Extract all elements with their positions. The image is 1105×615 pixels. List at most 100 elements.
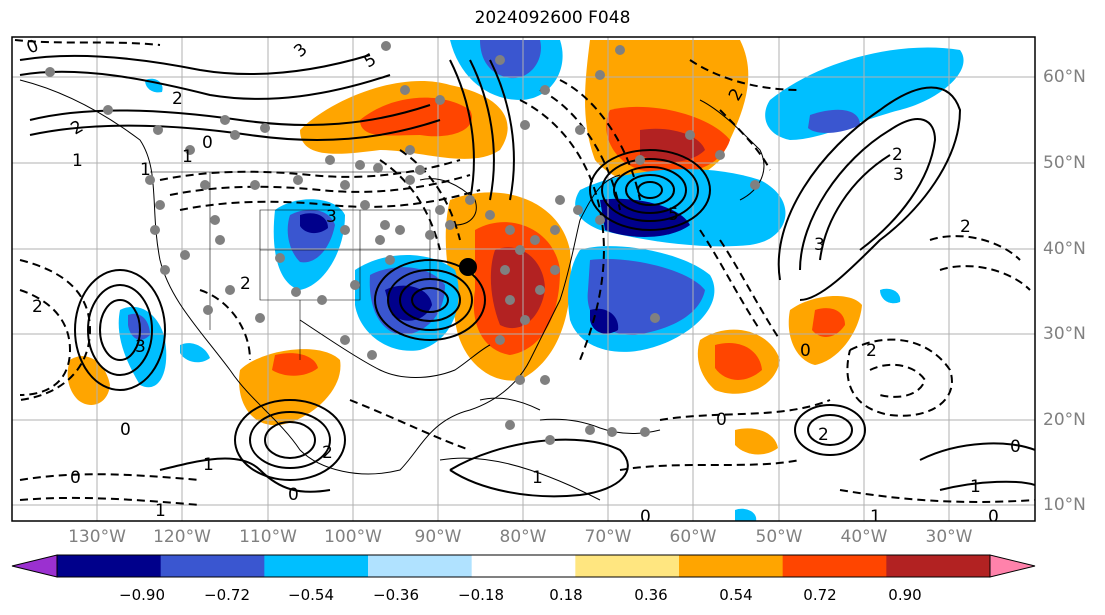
contour-label: 2	[866, 341, 877, 361]
lon-label: 40°W	[840, 527, 888, 547]
colorbar-tick-label: −0.54	[288, 586, 334, 604]
contour-label: 5	[361, 50, 380, 73]
colorbar-cell	[471, 555, 576, 577]
contour-label: 3	[893, 165, 904, 185]
colorbar-tick-label: 0.54	[719, 586, 753, 604]
colorbar-tick-label: 0.18	[549, 586, 583, 604]
cyan-field	[180, 343, 210, 363]
lat-label: 50°N	[1043, 153, 1086, 173]
colorbar-cell	[57, 555, 162, 577]
map-area: 0 2 3 5 2 1 0 1 3 2 5 1 2 3 0 2 2 3 2 1 …	[12, 36, 1035, 527]
station-dots	[45, 41, 760, 445]
contour-label: 2	[240, 274, 251, 294]
map-frame	[11, 36, 1036, 522]
blue-field	[480, 40, 541, 79]
colorbar-tick-label: −0.36	[373, 586, 419, 604]
cyan-field	[735, 508, 757, 521]
coastlines	[19, 79, 765, 501]
contour-label: 2	[960, 217, 971, 237]
colorbar-frame	[56, 554, 991, 578]
colorbar-cells	[57, 555, 991, 577]
lat-label: 10°N	[1043, 495, 1086, 515]
contour-label: 3	[290, 40, 311, 62]
contour-label: 3	[135, 337, 146, 357]
contour-label: 0	[800, 341, 811, 361]
colorbar-tick-label: −0.90	[119, 586, 165, 604]
graticule	[12, 37, 1035, 521]
contour-label: 5	[668, 205, 679, 225]
lat-label: 20°N	[1043, 410, 1086, 430]
contour-label: 0	[1010, 437, 1021, 457]
contour-label: 0	[716, 410, 727, 430]
colorbar-tick-label: −0.72	[204, 586, 250, 604]
red-field	[272, 353, 318, 376]
lon-label: 60°W	[669, 527, 717, 547]
map-title: 2024092600 F048	[474, 8, 631, 28]
colorbar-cell	[575, 555, 680, 577]
colorbar-tick-label: −0.18	[458, 586, 504, 604]
lon-label: 80°W	[499, 527, 547, 547]
colorbar-cell	[368, 555, 473, 577]
contour-label: 2	[818, 425, 829, 445]
contour-label: 0	[24, 36, 42, 59]
navy-field	[300, 213, 328, 234]
lon-label: 120°W	[153, 527, 211, 547]
colorbar-extend-right	[989, 554, 1036, 578]
lon-label: 90°W	[414, 527, 462, 547]
navy-field	[385, 285, 432, 321]
contour-label: 0	[988, 507, 999, 527]
colorbar-cell	[679, 555, 784, 577]
navy-field	[590, 308, 619, 334]
cyan-field	[880, 288, 901, 304]
contour-label: 0	[288, 485, 299, 505]
contour-label: 0	[640, 507, 651, 527]
colorbar-tick-label: 0.72	[803, 586, 837, 604]
red-field	[715, 342, 762, 380]
lon-label: 70°W	[584, 527, 632, 547]
orange-field	[67, 356, 110, 405]
dashed-contours	[14, 39, 1035, 506]
contour-label: 2	[32, 297, 43, 317]
contour-label: 2	[892, 145, 903, 165]
contour-label: 2	[322, 443, 333, 463]
lon-label: 100°W	[324, 527, 382, 547]
blue-field	[808, 109, 860, 133]
lon-label: 50°W	[755, 527, 803, 547]
contour-label: 1	[72, 151, 83, 171]
contour-label: 0	[120, 420, 131, 440]
contour-label: 0	[70, 468, 81, 488]
colorbar-cell	[886, 555, 991, 577]
solid-contours	[19, 54, 1035, 498]
orange-field	[735, 428, 778, 455]
colorbar-cell	[782, 555, 887, 577]
red-field	[360, 97, 472, 137]
contour-label: 1	[870, 507, 881, 527]
contour-label: 1	[140, 160, 151, 180]
lon-label: 130°W	[68, 527, 126, 547]
contour-label: 1	[203, 455, 214, 475]
lat-label: 60°N	[1043, 67, 1086, 87]
contour-label: 3	[326, 207, 337, 227]
blue-field	[587, 259, 705, 335]
colorbar-tick-label: 0.36	[634, 586, 668, 604]
contour-label: 1	[182, 147, 193, 167]
colorbar-cell	[160, 555, 265, 577]
colorbar-extend-left	[11, 554, 58, 578]
contour-label: 3	[814, 235, 825, 255]
lon-label: 110°W	[239, 527, 297, 547]
shaded-fields	[67, 40, 964, 521]
storm-center-marker	[459, 258, 477, 276]
lat-label: 30°N	[1043, 324, 1086, 344]
colorbar-tick-label: 0.90	[888, 586, 922, 604]
red-field	[812, 308, 845, 337]
lat-label: 40°N	[1043, 239, 1086, 259]
contour-label: 1	[970, 477, 981, 497]
contour-label: 1	[155, 501, 166, 521]
contour-label: 0	[202, 133, 213, 153]
colorbar-cell	[264, 555, 369, 577]
contour-label: 2	[172, 89, 183, 109]
contour-label: 1	[532, 468, 543, 488]
colorbar	[11, 554, 1036, 578]
lon-label: 30°W	[925, 527, 973, 547]
